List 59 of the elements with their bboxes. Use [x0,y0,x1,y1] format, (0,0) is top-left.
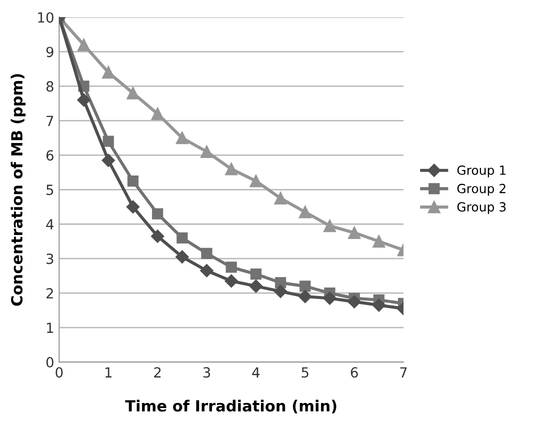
point [78,38,90,52]
y-tick-label: 8 [46,81,54,92]
point [323,292,336,305]
y-tick-label: 3 [46,254,54,264]
y-tick-label: 10 [38,12,54,23]
legend-label: Group 3 [457,202,506,214]
point [348,295,361,308]
x-tick-label: 6 [350,367,358,378]
legend-label: Group 2 [457,184,506,196]
point [151,108,164,120]
legend-label: Group 1 [457,165,506,178]
point [226,262,237,273]
point [249,280,263,293]
point [200,264,214,278]
x-tick-label: 7 [400,367,407,378]
point [274,192,287,205]
point [250,268,262,280]
x-tick-label: 1 [105,367,112,378]
point [298,290,312,304]
point [372,298,386,312]
x-tick-label: 3 [203,367,210,378]
y-tick-label: 2 [46,288,53,298]
point [152,208,164,220]
point [300,280,311,292]
point [323,220,336,232]
point [176,250,189,264]
point [372,235,386,248]
point [126,86,140,100]
point [298,206,312,218]
point [102,66,115,79]
y-tick-label: 9 [46,46,54,58]
y-tick-label: 4 [46,219,54,230]
point [176,132,188,144]
y-tick-label: 0 [46,357,54,368]
x-tick-label: 4 [252,367,260,378]
point [201,248,212,259]
point [176,232,188,244]
point [274,277,286,288]
point [225,162,238,176]
point [77,93,90,107]
y-tick-label: 1 [47,322,54,333]
x-tick-label: 0 [56,367,63,378]
point [348,226,361,239]
x-axis-title: Time of Irradiation (min) [125,400,336,414]
point [127,175,139,187]
y-axis-title: Concentration of MB (ppm) [10,74,26,306]
x-tick-label: 2 [154,367,161,378]
point [250,174,262,188]
y-tick-label: 5 [46,184,54,196]
point [274,284,288,298]
point [126,200,140,214]
point [224,274,238,288]
y-tick-label: 6 [46,150,54,161]
point [150,230,164,243]
y-tick-label: 7 [46,116,54,126]
x-tick-label: 5 [302,367,308,378]
point [200,145,213,158]
point [102,136,114,147]
point [102,154,115,167]
